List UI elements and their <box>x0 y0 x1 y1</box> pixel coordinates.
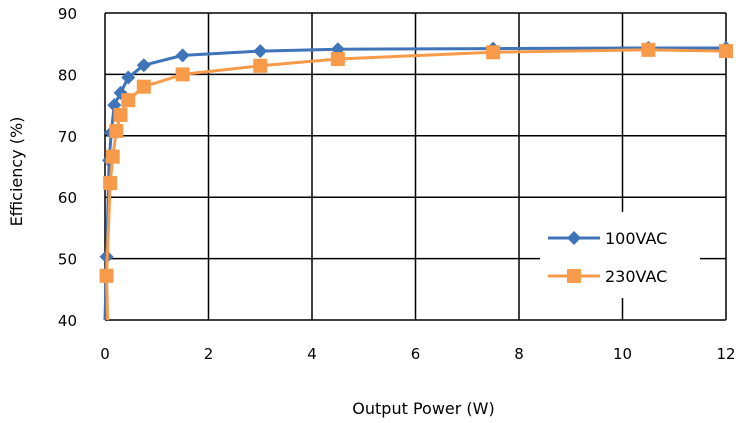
data-point <box>641 42 656 57</box>
x-tick-label: 2 <box>204 345 214 363</box>
x-tick-labels: 0 2 4 6 8 10 12 <box>100 345 735 363</box>
data-point <box>136 79 151 94</box>
legend-marker <box>567 231 581 245</box>
y-tick-label: 70 <box>58 128 77 146</box>
legend-box <box>540 212 700 298</box>
x-tick-label: 4 <box>307 345 317 363</box>
data-point <box>109 123 124 138</box>
y-tick-label: 80 <box>58 66 77 84</box>
y-tick-label: 60 <box>58 189 77 207</box>
y-axis-title: Efficiency (%) <box>7 117 26 227</box>
legend-label: 230VAC <box>605 267 667 286</box>
data-point <box>330 52 345 67</box>
data-point <box>253 58 268 73</box>
x-tick-label: 10 <box>613 345 632 363</box>
legend: 100VAC 230VAC <box>540 212 700 298</box>
data-point <box>486 45 501 60</box>
y-tick-label: 90 <box>58 5 77 23</box>
data-point <box>175 48 190 63</box>
data-point <box>175 67 190 82</box>
series-230vac <box>99 42 733 321</box>
series-layer <box>99 40 733 321</box>
data-point <box>121 93 136 108</box>
data-point <box>719 44 733 59</box>
y-tick-labels: 40 50 60 70 80 90 <box>58 5 77 330</box>
data-point <box>136 58 151 73</box>
data-point <box>103 176 118 191</box>
x-tick-label: 0 <box>100 345 110 363</box>
data-point <box>113 107 128 122</box>
x-tick-label: 6 <box>411 345 421 363</box>
y-tick-label: 40 <box>58 312 77 330</box>
x-tick-label: 12 <box>716 345 735 363</box>
data-point <box>105 149 120 164</box>
grid-lines <box>104 12 727 321</box>
x-tick-label: 8 <box>514 345 524 363</box>
data-point <box>253 44 268 59</box>
legend-label: 100VAC <box>605 229 667 248</box>
x-axis-title: Output Power (W) <box>352 399 494 418</box>
legend-marker <box>567 269 581 283</box>
y-tick-label: 50 <box>58 251 77 269</box>
data-point <box>99 268 114 283</box>
data-point <box>121 70 136 85</box>
